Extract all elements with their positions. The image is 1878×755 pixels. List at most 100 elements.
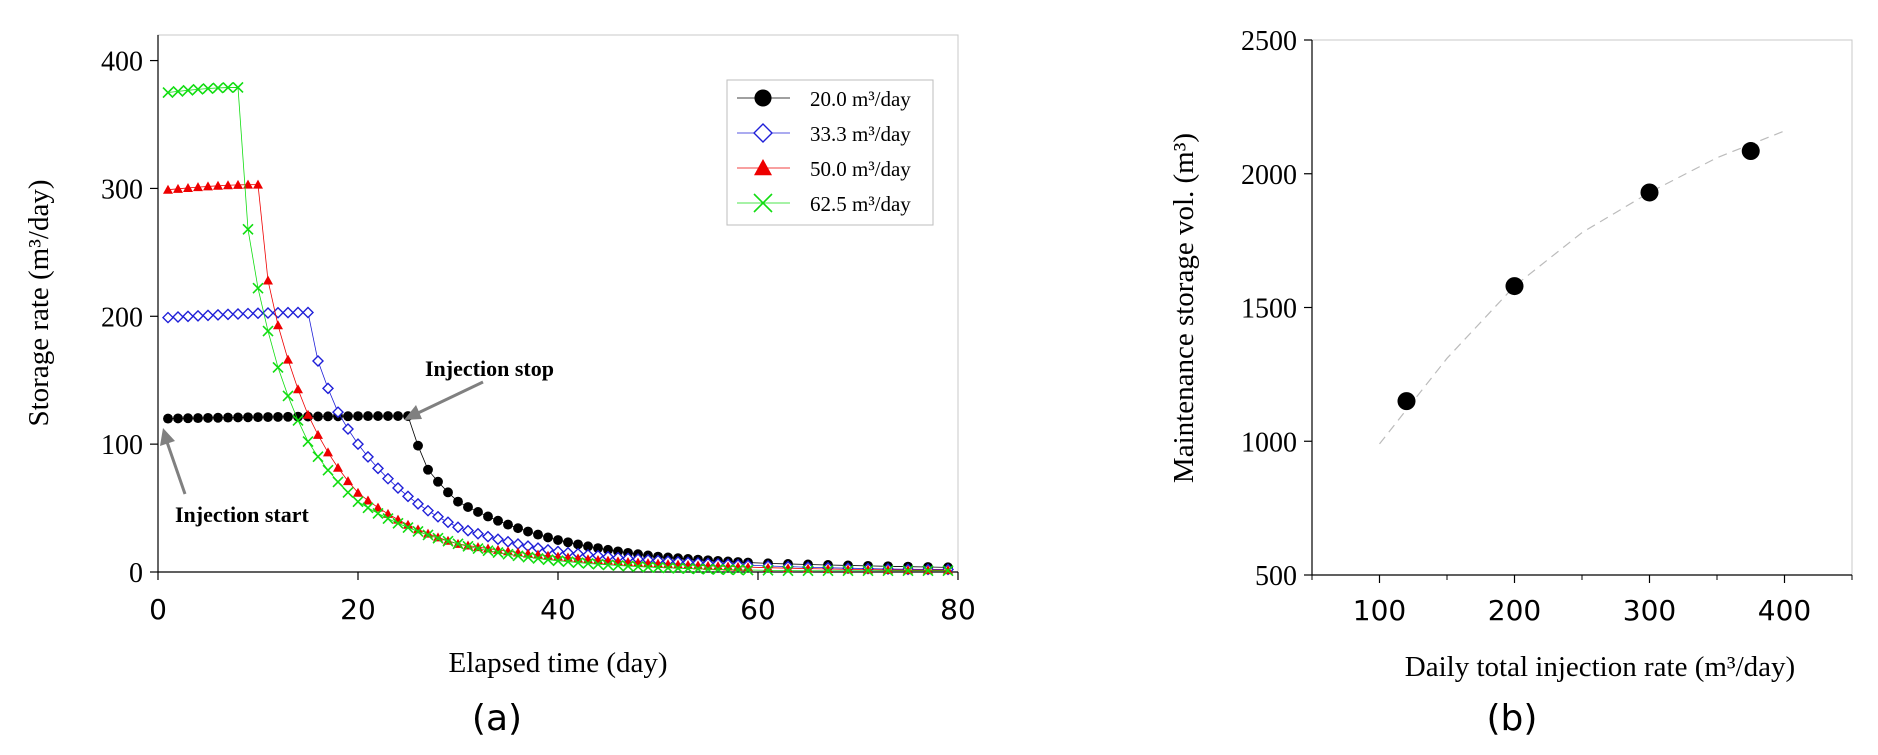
data-point: [632, 561, 644, 573]
data-point: [513, 523, 523, 534]
plot-area-b: [1311, 39, 1853, 576]
data-point: [492, 533, 504, 546]
data-point: [782, 565, 794, 577]
data-point: [472, 527, 484, 540]
data-point: [903, 565, 913, 575]
data-point: [862, 565, 874, 577]
data-point: [282, 390, 294, 402]
legend-a: 20.0 m³/day 33.3 m³/day 50.0 m³/day 62.5 m³…: [726, 79, 934, 226]
data-point: [1640, 183, 1659, 202]
data-point: [362, 450, 374, 463]
y-tick-label-a: 0: [129, 558, 143, 589]
data-point: [612, 559, 624, 572]
data-point: [842, 565, 854, 577]
data-point: [783, 563, 793, 573]
data-point: [402, 521, 414, 534]
legend-label: 20.0 m³/day: [810, 87, 911, 111]
data-point: [252, 307, 264, 320]
data-point: [582, 557, 594, 570]
data-point: [532, 552, 544, 565]
data-point: [1397, 392, 1416, 411]
data-point: [553, 535, 563, 545]
data-point: [482, 530, 494, 543]
y-tick-label-a: 200: [101, 302, 143, 333]
data-point: [162, 311, 174, 324]
data-point: [593, 543, 603, 554]
data-point: [923, 565, 933, 575]
data-point: [232, 81, 244, 93]
x-tick-label-a: 40: [540, 593, 576, 626]
data-point: [613, 546, 623, 557]
data-point: [343, 476, 353, 486]
data-point: [183, 413, 193, 424]
x-tick-label-a: 20: [340, 593, 376, 626]
annotation-injection-start: Injection start: [160, 428, 309, 527]
data-point: [572, 557, 584, 569]
data-point: [193, 182, 203, 192]
data-point: [732, 564, 744, 576]
data-point: [212, 308, 224, 321]
data-point: [222, 308, 234, 321]
legend-marker-triangle-icon: [754, 159, 772, 176]
data-point: [452, 521, 464, 534]
data-point: [243, 179, 253, 189]
data-point: [232, 307, 244, 320]
y-tick-label-a: 400: [101, 47, 143, 78]
legend-label: 33.3 m³/day: [810, 122, 911, 146]
data-point: [333, 462, 343, 472]
data-point: [432, 532, 444, 544]
data-point: [882, 565, 894, 577]
data-point: [352, 438, 364, 451]
data-point: [463, 502, 473, 512]
x-axis-label-a: Elapsed time (day): [448, 647, 667, 679]
data-point: [173, 183, 183, 193]
data-point: [483, 511, 493, 522]
data-point: [493, 515, 503, 526]
data-point: [343, 411, 353, 422]
data-point: [642, 561, 654, 573]
y-tick-label-b: 500: [1255, 561, 1297, 592]
data-point: [202, 82, 214, 95]
data-point: [423, 464, 433, 475]
data-point: [363, 495, 373, 505]
x-axis-label-b: Daily total injection rate (m³/day): [1405, 651, 1795, 683]
data-point: [323, 447, 333, 457]
data-point: [372, 462, 384, 475]
data-point: [1741, 142, 1760, 161]
data-point: [342, 486, 354, 498]
data-point: [863, 564, 873, 574]
data-point: [492, 546, 504, 559]
data-point: [372, 507, 384, 520]
data-point: [203, 181, 213, 191]
data-point: [382, 472, 394, 485]
annotation-label: Injection stop: [425, 356, 554, 381]
data-point: [452, 538, 464, 550]
data-point: [172, 311, 184, 323]
data-point: [462, 540, 474, 552]
data-point: [523, 526, 533, 537]
data-point: [942, 565, 954, 577]
data-point: [223, 180, 233, 190]
annotation-label: Injection start: [175, 502, 309, 527]
y-axis-label-a: Storage rate (m³/day): [23, 179, 55, 426]
data-point: [212, 82, 224, 94]
data-point: [822, 565, 834, 577]
data-point: [433, 476, 443, 487]
arrow-line: [165, 441, 187, 495]
data-point: [383, 411, 393, 421]
data-point: [322, 382, 334, 395]
data-point: [662, 562, 674, 574]
data-point: [313, 429, 323, 439]
chart-b: 100 200 300 400 500 1000 1500 2000 2500 Maintena…: [1168, 26, 1853, 739]
data-point: [542, 554, 554, 566]
data-point: [202, 309, 214, 322]
data-point: [243, 412, 253, 423]
data-point: [363, 411, 373, 422]
data-point: [453, 496, 463, 507]
data-point: [502, 535, 514, 548]
data-point: [292, 414, 304, 427]
x-tick-label-b: 400: [1758, 594, 1811, 627]
data-point: [473, 506, 483, 517]
panel-label-a: (a): [472, 698, 522, 739]
